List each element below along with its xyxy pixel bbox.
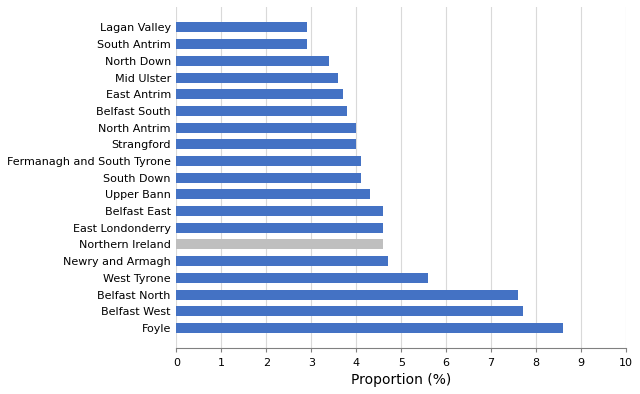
- Bar: [177, 256, 388, 266]
- Bar: [177, 190, 370, 199]
- Bar: [177, 306, 523, 316]
- Bar: [177, 323, 563, 333]
- Bar: [177, 206, 383, 216]
- Bar: [177, 240, 383, 249]
- Bar: [177, 106, 348, 116]
- Bar: [177, 173, 361, 183]
- Bar: [177, 223, 383, 233]
- Bar: [177, 123, 356, 133]
- Bar: [177, 290, 518, 299]
- Bar: [177, 56, 329, 66]
- Bar: [177, 22, 307, 32]
- X-axis label: Proportion (%): Proportion (%): [351, 373, 451, 387]
- Bar: [177, 89, 343, 99]
- Bar: [177, 39, 307, 49]
- Bar: [177, 72, 339, 83]
- Bar: [177, 156, 361, 166]
- Bar: [177, 273, 428, 283]
- Bar: [177, 139, 356, 149]
